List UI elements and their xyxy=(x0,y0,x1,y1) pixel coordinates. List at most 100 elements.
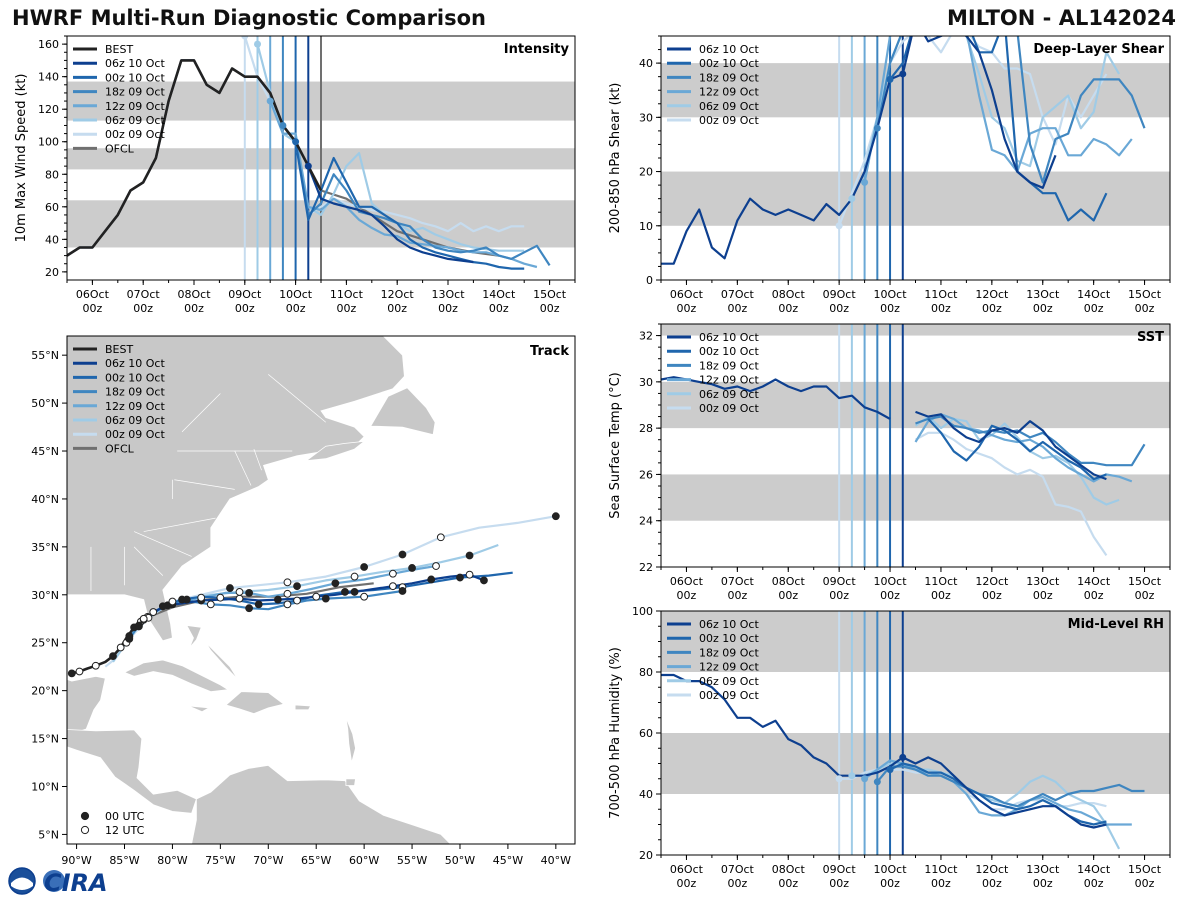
legend-label: 18z 09 Oct xyxy=(105,386,165,399)
init-point xyxy=(835,222,843,230)
x-tick-day: 12Oct xyxy=(381,288,415,301)
x-tick-day: 15Oct xyxy=(1128,575,1162,588)
x-tick-hour: 00z xyxy=(982,877,1002,890)
y-tick-label: 10°N xyxy=(31,780,59,793)
track-point-12utc xyxy=(436,533,445,542)
x-tick-day: 08Oct xyxy=(772,288,806,301)
y-tick-label: 22 xyxy=(639,561,653,574)
x-tick-day: 08Oct xyxy=(177,288,211,301)
puerto-rico-land xyxy=(294,704,312,711)
x-tick-hour: 00z xyxy=(1033,877,1053,890)
series-line-06z-10-oct xyxy=(915,410,1107,481)
x-tick-hour: 00z xyxy=(1084,302,1104,315)
x-tick-hour: 00z xyxy=(829,302,849,315)
x-tick-day: 10Oct xyxy=(874,288,908,301)
x-tick-day: 10Oct xyxy=(874,575,908,588)
x-tick-hour: 00z xyxy=(880,877,900,890)
track-point-00utc xyxy=(67,669,76,678)
x-tick-day: 11Oct xyxy=(924,288,958,301)
chart-sst: 22242628303206Oct00z07Oct00z08Oct00z09Oc… xyxy=(608,323,1171,602)
init-point xyxy=(861,178,869,186)
x-tick-hour: 00z xyxy=(1135,589,1155,602)
legend-label: 00z 10 Oct xyxy=(699,632,759,645)
x-tick-hour: 00z xyxy=(829,589,849,602)
y-tick-label: 24 xyxy=(639,515,653,528)
track-point-00utc xyxy=(331,579,340,588)
y-tick-label: 50°N xyxy=(31,397,59,410)
x-tick-hour: 00z xyxy=(931,877,951,890)
x-tick-hour: 00z xyxy=(489,302,509,315)
x-tick-label: 70°W xyxy=(253,854,283,867)
legend-label: 06z 09 Oct xyxy=(699,100,759,113)
x-tick-hour: 00z xyxy=(438,302,458,315)
figure-title: HWRF Multi-Run Diagnostic Comparison xyxy=(12,6,487,30)
x-tick-hour: 00z xyxy=(1084,877,1104,890)
init-point xyxy=(304,162,312,170)
x-tick-hour: 00z xyxy=(931,589,951,602)
yucatan-land xyxy=(67,675,106,736)
bahamas-land xyxy=(205,642,238,680)
trinidad-land xyxy=(345,778,356,786)
x-tick-hour: 00z xyxy=(83,302,103,315)
track-point-00utc xyxy=(273,595,282,604)
y-tick-label: 100 xyxy=(38,136,59,149)
x-tick-hour: 00z xyxy=(982,589,1002,602)
y-tick-label: 26 xyxy=(639,468,653,481)
legend-label: 06z 09 Oct xyxy=(699,388,759,401)
x-tick-hour: 00z xyxy=(880,302,900,315)
y-tick-label: 160 xyxy=(38,38,59,51)
x-tick-hour: 00z xyxy=(880,589,900,602)
legend-label: 18z 09 Oct xyxy=(105,86,165,99)
track-point-12utc xyxy=(235,588,244,596)
y-tick-label: 30°N xyxy=(31,589,59,602)
x-tick-day: 07Oct xyxy=(127,288,161,301)
track-point-00utc xyxy=(321,594,330,603)
x-tick-hour: 00z xyxy=(982,302,1002,315)
track-line-ofcl xyxy=(146,582,374,619)
x-tick-day: 13Oct xyxy=(1026,575,1060,588)
x-tick-day: 09Oct xyxy=(823,288,857,301)
track-point-00utc xyxy=(427,575,436,584)
y-tick-label: 5°N xyxy=(38,828,59,841)
legend-label: 06z 10 Oct xyxy=(699,331,759,344)
init-point xyxy=(899,70,907,78)
series-line-18z-09-oct xyxy=(876,765,1145,808)
init-point xyxy=(835,775,843,783)
legend-label: 00z 09 Oct xyxy=(699,402,759,415)
track-point-00utc xyxy=(254,600,263,609)
legend-label: 00z 10 Oct xyxy=(105,71,165,84)
x-tick-hour: 00z xyxy=(184,302,204,315)
series-line-06z-10-oct xyxy=(661,673,1107,829)
x-tick-label: 50°W xyxy=(445,854,475,867)
init-point xyxy=(279,121,287,129)
y-tick-label: 140 xyxy=(38,71,59,84)
x-tick-hour: 00z xyxy=(1135,877,1155,890)
x-tick-day: 09Oct xyxy=(228,288,262,301)
y-axis-label: 10m Max Wind Speed (kt) xyxy=(14,74,29,243)
threshold-band xyxy=(661,324,1170,336)
x-tick-day: 12Oct xyxy=(975,575,1009,588)
track-point-12utc xyxy=(168,597,177,606)
y-tick-label: 40°N xyxy=(31,493,59,506)
newfoundland-land xyxy=(370,387,436,436)
hispaniola-land xyxy=(225,691,285,715)
y-tick-label: 10 xyxy=(639,220,653,233)
y-tick-label: 80 xyxy=(639,666,653,679)
track-point-00utc xyxy=(465,551,474,560)
series-line-18z-09-oct xyxy=(282,124,551,266)
nova-scotia-land xyxy=(305,440,366,462)
plot-area xyxy=(661,36,1170,280)
track-point-12utc xyxy=(139,614,148,623)
x-tick-label: 90°W xyxy=(61,854,91,867)
x-tick-label: 45°W xyxy=(493,854,523,867)
x-tick-day: 06Oct xyxy=(670,575,704,588)
border-line xyxy=(133,531,192,557)
border-line xyxy=(181,393,221,433)
x-tick-day: 15Oct xyxy=(1128,863,1162,876)
track-point-00utc xyxy=(551,512,560,521)
track-point-12utc xyxy=(206,600,215,609)
x-tick-hour: 00z xyxy=(931,302,951,315)
x-tick-hour: 00z xyxy=(778,877,798,890)
track-point-00utc xyxy=(293,582,301,591)
